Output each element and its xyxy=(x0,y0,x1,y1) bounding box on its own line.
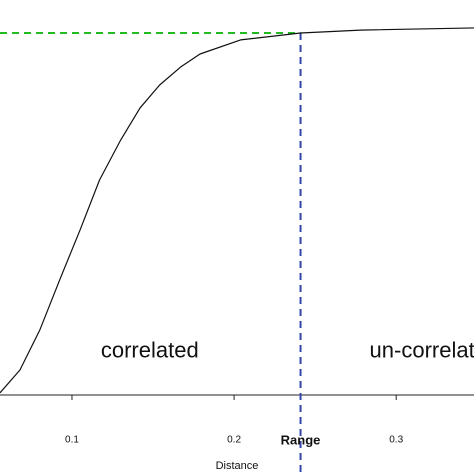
x-axis-label: Distance xyxy=(216,460,259,472)
curve xyxy=(0,27,474,394)
annotation: correlated xyxy=(101,337,199,362)
range-label: Range xyxy=(281,432,321,447)
x-tick-label: 0.3 xyxy=(389,435,403,446)
annotation: un-correlat xyxy=(370,337,474,362)
x-tick-label: 0.2 xyxy=(227,435,241,446)
x-tick-label: 0.1 xyxy=(65,435,79,446)
